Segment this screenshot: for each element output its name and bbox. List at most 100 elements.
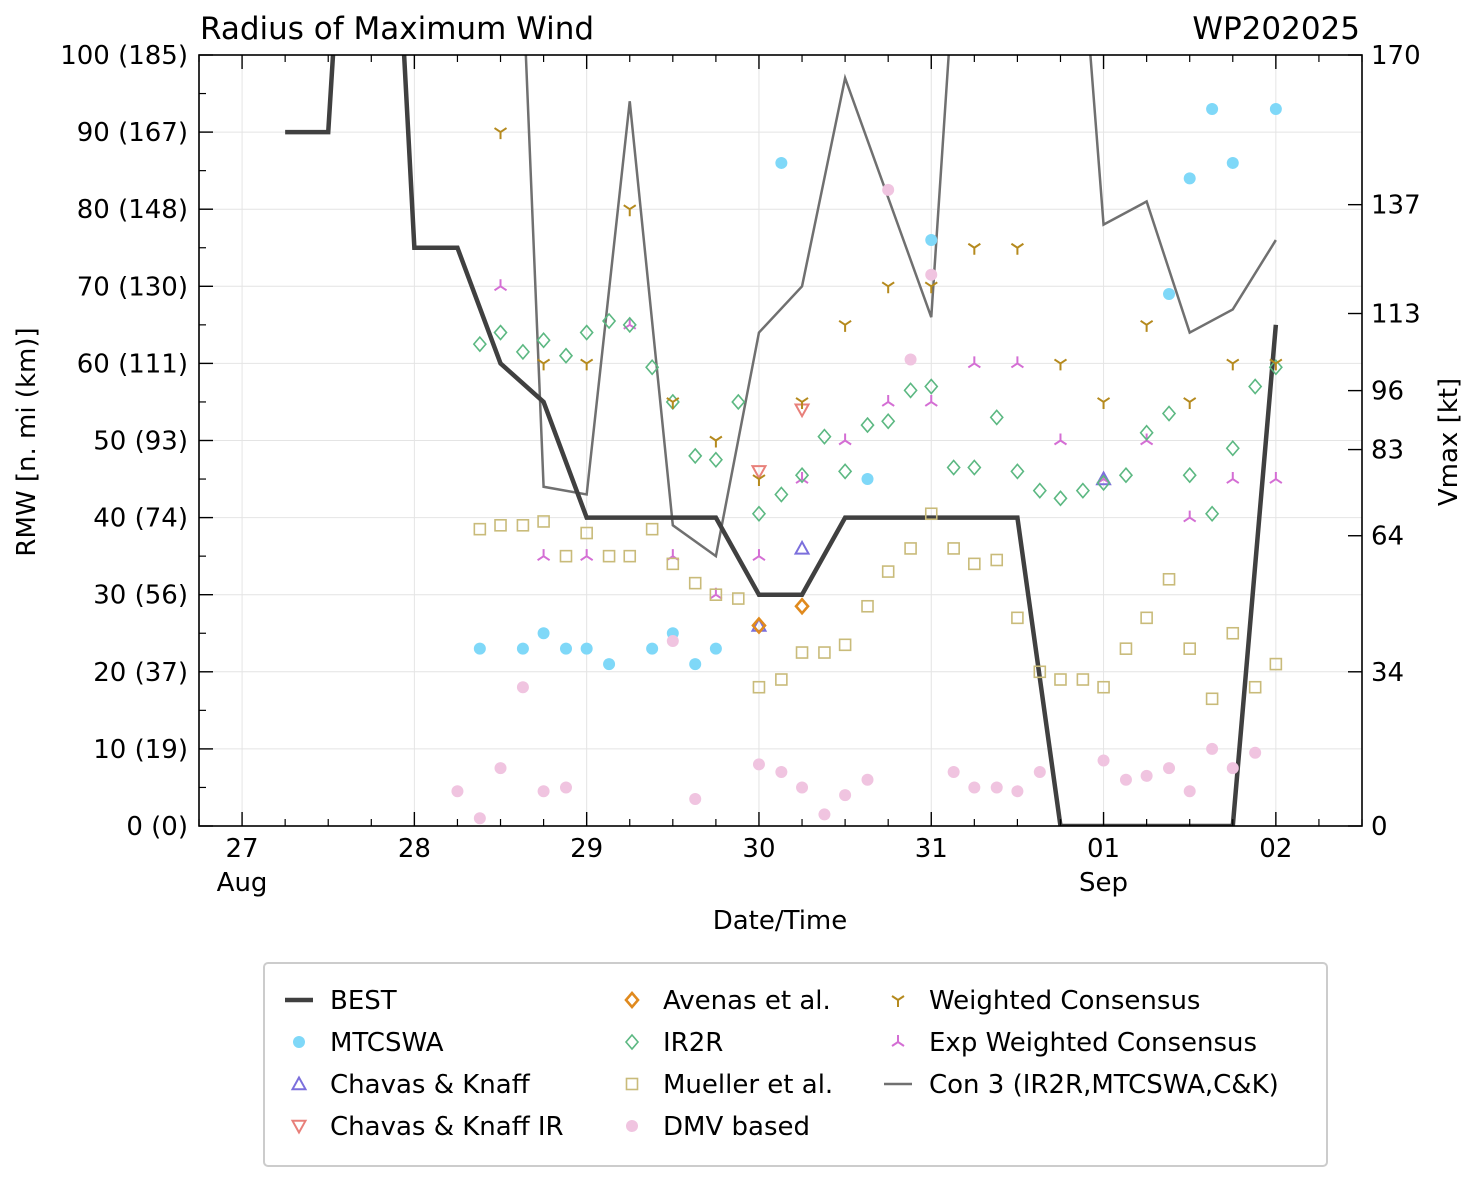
point-mtcswa xyxy=(1226,156,1239,169)
point-exp-weighted-consensus xyxy=(1226,472,1240,484)
point-weighted-consensus xyxy=(838,320,852,332)
y-tick-label: 100 (185) xyxy=(60,41,188,71)
point-exp-weighted-consensus xyxy=(924,394,938,407)
point-ir2r xyxy=(860,416,875,434)
legend-exp-weighted-consensus-label: Exp Weighted Consensus xyxy=(929,1028,1257,1058)
point-weighted-consensus-shape xyxy=(537,358,551,371)
point-mueller-et-al-shape xyxy=(1162,572,1176,586)
point-exp-weighted-consensus xyxy=(1269,472,1283,484)
point-mtcswa-shape xyxy=(603,658,616,671)
point-mueller-et-al-shape xyxy=(1226,626,1240,640)
y2-tick-label: 137 xyxy=(1371,191,1421,221)
point-dmv-based-shape xyxy=(947,766,960,779)
point-dmv-based-shape xyxy=(559,781,572,794)
point-dmv-based-shape xyxy=(990,781,1003,794)
legend-mtcswa-swatch xyxy=(293,1036,305,1048)
point-dmv-based-shape xyxy=(537,785,550,798)
point-mueller-et-al-shape xyxy=(968,557,981,571)
point-weighted-consensus-shape xyxy=(666,397,680,409)
point-weighted-consensus xyxy=(752,474,766,487)
point-dmv-based xyxy=(752,758,765,771)
point-mueller-et-al xyxy=(947,542,960,555)
point-ir2r xyxy=(536,332,551,349)
point-dmv-based xyxy=(882,183,895,196)
y2-tick-label: 64 xyxy=(1371,522,1404,552)
legend-chavas-knaff-label: Chavas & Knaff xyxy=(330,1070,531,1100)
point-ir2r-shape xyxy=(1225,439,1240,457)
point-ir2r-shape xyxy=(1268,359,1283,376)
point-dmv-based-shape xyxy=(494,762,507,775)
point-mueller-et-al xyxy=(1205,692,1219,706)
point-ir2r xyxy=(1182,466,1197,484)
point-mtcswa xyxy=(559,642,572,655)
point-ir2r xyxy=(1248,378,1263,395)
point-ir2r-shape xyxy=(1053,490,1068,507)
point-ir2r-shape xyxy=(1139,424,1154,442)
point-mueller-et-al xyxy=(580,526,593,540)
point-dmv-based-shape xyxy=(1226,762,1239,775)
point-mueller-et-al-shape xyxy=(623,549,637,563)
point-ir2r-shape xyxy=(731,393,746,411)
point-ir2r xyxy=(774,486,789,503)
point-ir2r xyxy=(1032,482,1047,499)
legend-mueller-et-al: Mueller et al. xyxy=(625,1070,833,1100)
point-mtcswa xyxy=(1269,102,1282,115)
point-mtcswa-shape xyxy=(1226,156,1239,169)
point-dmv-based xyxy=(947,766,960,779)
point-weighted-consensus-shape xyxy=(1010,242,1024,255)
legend-mueller-et-al-label: Mueller et al. xyxy=(663,1070,833,1100)
point-mueller-et-al xyxy=(1054,673,1067,686)
legend-best: BEST xyxy=(285,986,397,1016)
point-dmv-based xyxy=(1033,766,1046,779)
point-ir2r-shape xyxy=(1075,482,1090,499)
point-mtcswa xyxy=(861,473,874,486)
point-mueller-et-al-shape xyxy=(947,542,960,555)
point-mueller-et-al xyxy=(602,549,616,563)
point-ir2r xyxy=(558,347,574,364)
legend-chavas-knaff-ir-swatch xyxy=(290,1119,308,1135)
legend-dmv-based: DMV based xyxy=(626,1112,810,1142)
point-ir2r xyxy=(1161,405,1177,422)
y2-axis-label: Vmax [kt] xyxy=(1434,378,1464,506)
point-mtcswa-shape xyxy=(1269,102,1282,115)
point-mueller-et-al-shape xyxy=(688,576,702,590)
point-ir2r xyxy=(924,378,939,395)
point-mueller-et-al-shape xyxy=(709,588,723,602)
point-ir2r-shape xyxy=(881,412,896,430)
point-ir2r xyxy=(645,359,660,376)
point-mueller-et-al xyxy=(537,515,550,528)
legend-weighted-consensus-swatch-shape xyxy=(891,995,905,1007)
point-mueller-et-al-shape xyxy=(1269,657,1283,671)
point-mueller-et-al xyxy=(838,638,852,652)
point-mtcswa xyxy=(473,642,486,655)
legend-avenas-et-al-swatch xyxy=(624,991,640,1009)
point-weighted-consensus xyxy=(1053,358,1068,371)
point-ir2r xyxy=(1096,474,1111,492)
point-chavas-knaff-shape xyxy=(793,539,811,555)
point-exp-weighted-consensus-shape xyxy=(967,356,981,369)
point-mtcswa xyxy=(1183,172,1196,185)
point-weighted-consensus xyxy=(537,358,551,371)
point-dmv-based-shape xyxy=(839,789,852,802)
point-ir2r-shape xyxy=(1161,405,1177,422)
point-mueller-et-al-shape xyxy=(924,507,938,521)
point-mueller-et-al-shape xyxy=(838,638,852,652)
point-weighted-consensus-shape xyxy=(1183,397,1197,409)
point-mueller-et-al xyxy=(1269,657,1283,671)
point-mueller-et-al xyxy=(1248,680,1262,694)
point-exp-weighted-consensus-shape xyxy=(1269,472,1283,484)
left-axis: 0 (0) 10 (19) 20 (37) 30 (56) 40 (74) 50 (93)… xyxy=(60,41,213,842)
point-mtcswa-shape xyxy=(473,642,486,655)
point-mueller-et-al-shape xyxy=(1097,680,1110,694)
y2-tick-label: 0 xyxy=(1371,812,1388,842)
legend-dmv-based-swatch xyxy=(626,1120,638,1132)
legend-mtcswa-swatch-shape xyxy=(293,1036,305,1048)
point-weighted-consensus xyxy=(709,435,723,448)
point-mueller-et-al-shape xyxy=(537,515,550,528)
point-dmv-based-shape xyxy=(796,781,809,794)
point-ir2r xyxy=(579,324,594,341)
y2-tick-label: 83 xyxy=(1371,436,1404,466)
point-weighted-consensus-shape xyxy=(493,127,508,140)
point-exp-weighted-consensus xyxy=(795,472,809,484)
point-weighted-consensus xyxy=(924,281,938,294)
